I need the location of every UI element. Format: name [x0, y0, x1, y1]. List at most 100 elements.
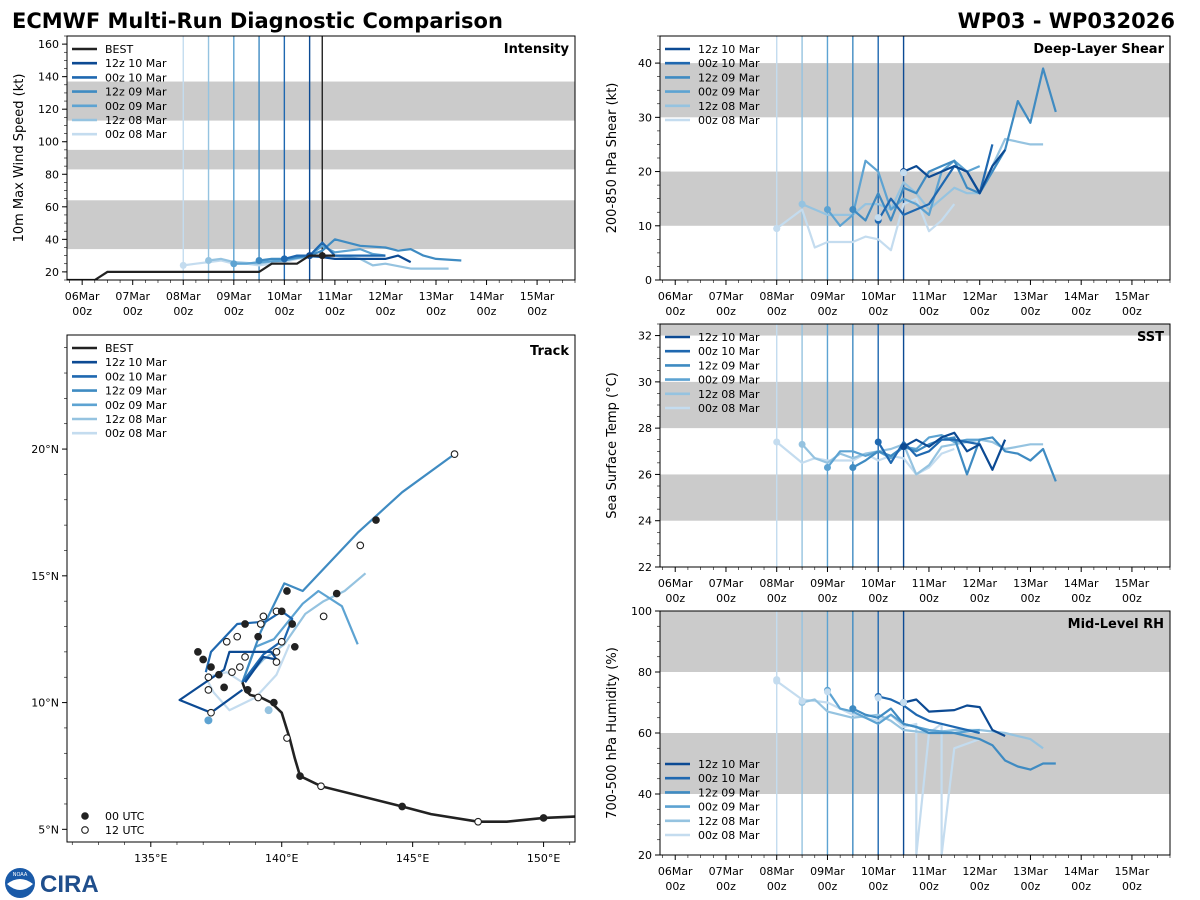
- y-tick-label: 10: [638, 220, 652, 233]
- legend-entry: 12z 09 Mar: [105, 86, 167, 99]
- x-tick-hour: 00z: [376, 305, 396, 318]
- intensity-panel: 20 40 60 80 100 120 140 160 06Mar 00z 07Mar 00z 08Ma…: [12, 35, 576, 318]
- x-tick-hour: 00z: [1122, 880, 1142, 893]
- x-tick-date: 13Mar: [1013, 577, 1048, 590]
- x-tick-hour: 00z: [818, 305, 838, 318]
- track-marker-12utc: [254, 693, 263, 702]
- cira-logo: NOAA CIRA: [5, 868, 99, 898]
- sst-panel: 22 24 26 28 30 32 06Mar 00z 07Mar 00z 08Mar 00z 09Ma…: [605, 323, 1171, 605]
- x-tick-hour: 00z: [123, 305, 143, 318]
- series-start-marker: [900, 443, 908, 451]
- y-axis-label: 700-500 hPa Humidity (%): [605, 647, 620, 819]
- series-start-marker: [823, 206, 831, 214]
- x-tick-date: 13Mar: [1013, 290, 1048, 303]
- legend-entry: 00z 09 Mar: [698, 86, 760, 99]
- legend-entry: 00z 10 Mar: [698, 57, 760, 70]
- x-tick-hour: 00z: [716, 880, 736, 893]
- track-marker-12utc: [272, 648, 281, 656]
- series-start-marker: [849, 705, 857, 713]
- x-tick-date: 07Mar: [709, 290, 744, 303]
- track-marker-00utc: [199, 655, 208, 664]
- track-marker-12utc: [207, 708, 215, 717]
- legend-entry: 12z 10 Mar: [698, 758, 760, 771]
- track-marker-12utc: [277, 637, 286, 646]
- x-tick-hour: 00z: [970, 880, 990, 893]
- y-axis-label: 10m Max Wind Speed (kt): [12, 74, 27, 243]
- x-tick-hour: 00z: [919, 592, 939, 605]
- track-marker-00utc: [372, 516, 380, 524]
- track-marker-12utc: [256, 620, 265, 628]
- x-tick-date: 10Mar: [267, 290, 302, 303]
- track-marker-12utc: [272, 658, 281, 666]
- legend-entry: 00z 08 Mar: [105, 128, 167, 141]
- y-tick-label: 140: [38, 71, 59, 84]
- x-tick-date: 12Mar: [962, 865, 997, 878]
- track-marker-00utc: [398, 802, 407, 811]
- track-marker-00utc: [332, 589, 341, 598]
- track-marker-00utc: [207, 663, 215, 671]
- data-marker: [823, 688, 831, 696]
- x-tick-date: 06Mar: [658, 290, 693, 303]
- x-tick-hour: 00z: [716, 305, 736, 318]
- cira-wordmark: CIRA: [40, 871, 99, 898]
- x-tick-date: 14Mar: [1064, 865, 1099, 878]
- track-end-marker: [264, 706, 273, 715]
- legend-entry: 00z 08 Mar: [698, 402, 760, 415]
- x-tick-date: 15Mar: [1115, 577, 1150, 590]
- lon-tick-label: 140°E: [265, 852, 298, 865]
- threshold-band: [660, 733, 1170, 794]
- x-tick-date: 15Mar: [1115, 290, 1150, 303]
- y-tick-label: 120: [38, 103, 59, 116]
- lat-tick-label: 20°N: [31, 443, 59, 456]
- rh-panel: 20 40 60 80 100 06Mar 00z 07Mar 00z 08Mar 00z 09Mar…: [605, 605, 1171, 893]
- lon-tick-label: 150°E: [527, 852, 560, 865]
- x-tick-hour: 00z: [665, 592, 685, 605]
- track-marker-12utc: [319, 612, 328, 621]
- x-tick-date: 11Mar: [912, 865, 947, 878]
- x-tick-date: 07Mar: [709, 577, 744, 590]
- series-line-00z-10-mar: [877, 695, 980, 735]
- plot-area: [660, 36, 1170, 280]
- x-tick-hour: 00z: [477, 305, 497, 318]
- y-tick-label: 60: [638, 727, 652, 740]
- y-tick-label: 0: [645, 274, 652, 287]
- data-marker: [874, 214, 882, 222]
- x-tick-date: 08Mar: [759, 865, 794, 878]
- data-marker: [773, 224, 781, 232]
- x-tick-hour: 00z: [919, 305, 939, 318]
- x-tick-hour: 00z: [716, 592, 736, 605]
- series-start-marker: [255, 256, 263, 264]
- y-tick-label: 20: [638, 849, 652, 862]
- x-tick-hour: 00z: [325, 305, 345, 318]
- x-tick-date: 08Mar: [166, 290, 201, 303]
- threshold-band: [660, 381, 1170, 429]
- series-line-00z-08-mar: [776, 197, 956, 252]
- series-start-marker: [849, 206, 857, 214]
- data-marker: [773, 676, 781, 684]
- track-marker-00utc: [254, 632, 263, 641]
- x-tick-date: 14Mar: [1064, 577, 1099, 590]
- legend-entry: 12z 08 Mar: [698, 100, 760, 113]
- series-start-marker: [849, 463, 857, 471]
- series-start-marker: [773, 438, 781, 446]
- track-marker-00utc: [290, 642, 299, 651]
- x-tick-hour: 00z: [1122, 305, 1142, 318]
- legend-entry: 12z 10 Mar: [698, 331, 760, 344]
- lon-tick-label: 135°E: [134, 852, 167, 865]
- x-tick-date: 15Mar: [520, 290, 555, 303]
- x-tick-hour: 00z: [868, 592, 888, 605]
- y-tick-label: 160: [38, 38, 59, 51]
- x-tick-hour: 00z: [767, 592, 787, 605]
- y-tick-label: 60: [45, 201, 59, 214]
- panel-title: SST: [1137, 330, 1164, 345]
- panel-title: Deep-Layer Shear: [1033, 42, 1164, 57]
- x-tick-date: 09Mar: [810, 290, 845, 303]
- figure-title: ECMWF Multi-Run Diagnostic Comparison: [12, 9, 503, 33]
- x-tick-hour: 00z: [426, 305, 446, 318]
- x-tick-date: 12Mar: [368, 290, 403, 303]
- legend-entry: 12 UTC: [105, 824, 145, 837]
- legend-entry: 12z 09 Mar: [698, 359, 760, 372]
- track-marker-12utc: [204, 673, 213, 682]
- track-marker-12utc: [204, 686, 213, 694]
- series-line-12z-10-mar: [903, 149, 1006, 195]
